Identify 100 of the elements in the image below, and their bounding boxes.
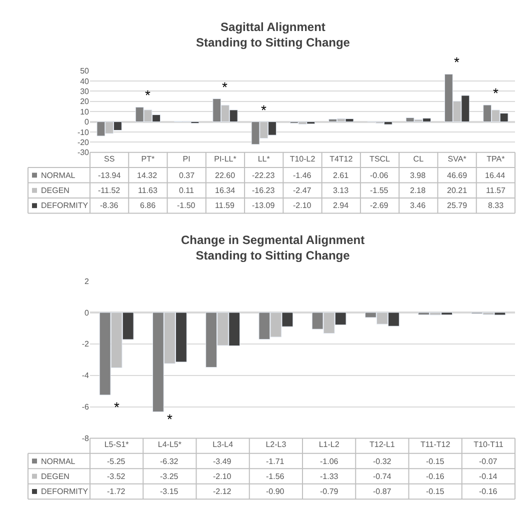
data-label: -0.87 <box>373 487 392 496</box>
x-tick-label: L1-L2 <box>318 440 340 450</box>
data-label: 25.79 <box>447 201 468 210</box>
data-label: -0.16 <box>426 472 445 481</box>
data-label: -2.10 <box>293 201 312 210</box>
x-tick-label: T4T12 <box>330 154 354 164</box>
x-tick-label: TPA* <box>486 154 505 164</box>
data-label: 3.98 <box>410 171 426 180</box>
annotation: * <box>145 87 151 103</box>
data-label: -0.74 <box>373 472 392 481</box>
legend-label: NORMAL <box>41 171 76 180</box>
legend-label: DEFORMITY <box>41 201 89 210</box>
data-label: 0.37 <box>179 171 196 180</box>
y-tick-label: 30 <box>80 86 90 96</box>
x-tick-label: T10-T11 <box>474 440 504 450</box>
annotation: * <box>167 411 173 427</box>
legend-label: DEFORMITY <box>41 487 89 496</box>
data-label: -1.33 <box>320 472 339 481</box>
data-label: 6.86 <box>140 201 156 210</box>
data-label: -3.52 <box>107 472 126 481</box>
data-label: -1.71 <box>266 457 285 466</box>
data-label: -1.72 <box>107 487 126 496</box>
data-label: -13.09 <box>252 201 276 210</box>
data-label: -0.15 <box>426 457 445 466</box>
data-label: -1.50 <box>177 201 196 210</box>
data-label: -3.25 <box>160 472 179 481</box>
data-label: -1.55 <box>370 186 389 195</box>
data-label: -16.23 <box>252 186 276 195</box>
x-tick-label: L5-S1* <box>104 440 129 450</box>
data-label: -0.06 <box>370 171 389 180</box>
data-label: 8.33 <box>488 201 504 210</box>
x-tick-label: PT* <box>141 154 155 164</box>
x-tick-label: SS <box>104 154 115 164</box>
y-tick-label: 40 <box>80 76 90 86</box>
x-tick-label: PI-LL* <box>214 154 236 164</box>
data-label: 2.94 <box>333 201 350 210</box>
chart-title: Sagittal Alignment Standing to Sitting Change <box>196 20 350 50</box>
x-tick-label: L4-L5* <box>158 440 182 450</box>
y-tick-label: 0 <box>84 308 90 318</box>
annotation: * <box>261 102 267 118</box>
x-tick-label: CL <box>413 154 424 164</box>
y-tick-label: -10 <box>77 128 90 137</box>
data-label: -2.47 <box>293 186 312 195</box>
x-tick-label: TSCL <box>370 154 391 164</box>
annotation: * <box>493 85 499 101</box>
data-label: 11.57 <box>486 186 506 195</box>
data-label: 3.46 <box>410 201 426 210</box>
data-label: -8.36 <box>100 201 119 210</box>
y-tick-label: -8 <box>82 434 90 444</box>
x-tick-label: LL* <box>258 154 270 164</box>
data-label: 20.21 <box>447 186 468 195</box>
data-label: -3.15 <box>160 487 179 496</box>
data-label: -2.10 <box>213 472 232 481</box>
data-label: -0.90 <box>266 487 285 496</box>
data-label: 2.61 <box>333 171 350 180</box>
data-label: -0.14 <box>479 472 498 481</box>
y-tick-label: -2 <box>82 340 90 349</box>
data-label: -22.23 <box>252 171 276 180</box>
data-label: -0.07 <box>479 457 498 466</box>
data-label: -5.25 <box>107 457 126 466</box>
annotation: * <box>454 54 460 70</box>
x-tick-label: T12-L1 <box>370 440 396 450</box>
data-label: -6.32 <box>160 457 179 466</box>
y-tick-label: 2 <box>84 276 90 286</box>
y-tick-label: 10 <box>80 107 90 116</box>
y-tick-label: 0 <box>84 118 90 127</box>
x-tick-label: L3-L4 <box>212 440 234 450</box>
legend-label: DEGEN <box>41 472 70 481</box>
x-tick-label: T11-T12 <box>420 440 451 450</box>
data-label: -1.46 <box>293 171 312 180</box>
annotation: * <box>114 399 120 415</box>
data-label: -1.06 <box>320 457 339 466</box>
data-label: 11.59 <box>215 201 235 210</box>
legend-label: DEGEN <box>41 186 70 195</box>
data-label: 16.44 <box>485 171 506 180</box>
data-label: -0.15 <box>426 487 445 496</box>
data-label: 46.69 <box>447 171 468 180</box>
y-tick-label: 20 <box>80 97 90 106</box>
y-tick-label: -30 <box>77 148 90 158</box>
y-tick-label: -6 <box>82 402 90 412</box>
legend-label: NORMAL <box>41 457 76 466</box>
x-tick-label: T10-L2 <box>290 154 316 164</box>
y-tick-label: -20 <box>77 138 90 147</box>
data-label: 2.18 <box>410 186 426 195</box>
data-label: -2.12 <box>213 487 232 496</box>
data-label: -0.16 <box>479 487 498 496</box>
data-label: -0.79 <box>320 487 339 496</box>
x-tick-label: SVA* <box>448 154 466 164</box>
data-label: -13.94 <box>98 171 122 180</box>
data-label: 0.11 <box>179 186 195 195</box>
data-label: -2.69 <box>370 201 389 210</box>
annotation: * <box>222 79 228 95</box>
x-tick-label: L2-L3 <box>266 440 287 450</box>
chart-title: Change in Segmental Alignment Standing to Sitting Change <box>181 233 365 263</box>
data-label: 11.63 <box>138 186 158 195</box>
y-tick-label: 50 <box>80 66 90 76</box>
data-label: 22.60 <box>215 171 236 180</box>
data-label: -11.52 <box>98 186 121 195</box>
data-label: -3.49 <box>213 457 232 466</box>
data-label: 16.34 <box>215 186 236 195</box>
